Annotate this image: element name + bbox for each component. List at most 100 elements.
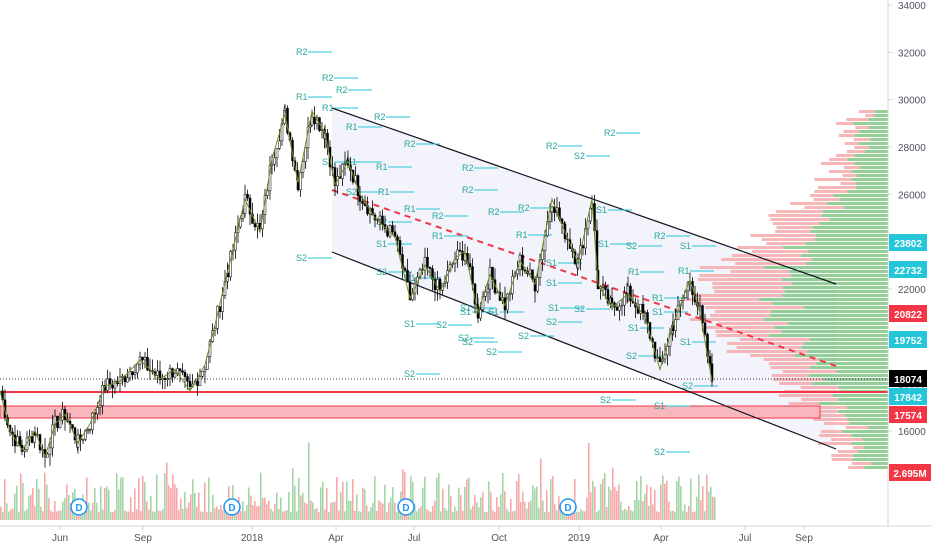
candle-body — [48, 447, 52, 455]
dividend-circle[interactable] — [397, 498, 415, 516]
volume-bar — [622, 510, 624, 520]
volume-profile-buy — [794, 354, 888, 357]
volume-bar — [360, 511, 362, 520]
volume-bar — [178, 510, 180, 520]
volume-profile-buy — [847, 418, 888, 421]
candle-body — [203, 369, 207, 372]
candle-body — [701, 305, 704, 324]
volume-profile-sell — [819, 434, 852, 437]
volume-profile-sell — [761, 238, 815, 241]
pivot-label: S2 — [458, 333, 469, 343]
volume-bar — [370, 507, 372, 520]
x-tick-label: Jul — [408, 533, 421, 544]
volume-bar — [194, 493, 196, 520]
volume-profile-buy — [833, 194, 888, 197]
volume-profile-buy — [854, 154, 888, 157]
volume-bar — [310, 500, 312, 520]
volume-profile-sell — [829, 158, 848, 161]
candle-body — [343, 162, 347, 165]
candle-body — [171, 368, 174, 378]
volume-profile-sell — [694, 294, 783, 297]
volume-bar — [16, 485, 18, 520]
candle-body — [528, 269, 532, 275]
candle-body — [273, 157, 276, 165]
volume-bar — [266, 504, 268, 520]
volume-profile-sell — [739, 338, 810, 341]
volume-profile-buy — [868, 126, 888, 129]
volume-bar — [348, 500, 350, 520]
pivot-label: R1 — [376, 162, 388, 172]
volume-profile-buy — [864, 466, 888, 469]
volume-bar — [352, 479, 354, 520]
volume-profile-buy — [829, 218, 888, 221]
dividend-circle[interactable] — [70, 498, 88, 516]
volume-bar — [270, 508, 272, 520]
volume-profile-buy — [846, 406, 888, 409]
volume-bar — [444, 508, 446, 520]
volume-profile-buy — [858, 142, 888, 145]
y-tick-label: 32000 — [898, 48, 926, 59]
volume-bar — [244, 511, 246, 520]
volume-bar — [162, 508, 164, 520]
volume-profile-buy — [837, 398, 888, 401]
x-tick-label: 2018 — [241, 533, 264, 544]
dividend-marker[interactable]: D — [397, 498, 415, 516]
volume-bar — [130, 497, 132, 520]
candle-body — [98, 405, 102, 408]
volume-bar — [384, 484, 386, 520]
volume-bar — [710, 486, 712, 520]
volume-bar — [658, 511, 660, 520]
pivot-label: R1 — [378, 187, 390, 197]
volume-bar — [434, 500, 436, 520]
volume-bar — [440, 511, 442, 520]
pivot-label: R2 — [462, 163, 474, 173]
candle-body — [178, 368, 182, 371]
y-tick-label: 22000 — [898, 285, 926, 296]
candle-body — [643, 312, 647, 314]
volume-bar — [388, 502, 390, 520]
volume-bar — [54, 501, 56, 520]
volume-bar — [378, 500, 380, 520]
dividend-marker[interactable]: D — [70, 498, 88, 516]
candle-body — [698, 305, 702, 307]
volume-bar — [706, 474, 708, 520]
volume-bar — [390, 497, 392, 520]
volume-bar — [240, 511, 242, 520]
pivot-label: S1 — [460, 303, 471, 313]
candle-body — [586, 220, 590, 229]
volume-bar — [540, 458, 542, 520]
pivot-label: S2 — [296, 253, 307, 263]
volume-bar — [324, 509, 326, 520]
volume-profile-sell — [838, 134, 855, 137]
volume-bar — [684, 504, 686, 520]
pivot-label: S1 — [546, 278, 557, 288]
volume-bar — [674, 511, 676, 520]
candle-body — [163, 378, 167, 380]
volume-profile-sell — [766, 242, 806, 245]
volume-bar — [578, 511, 580, 520]
dividend-circle[interactable] — [559, 498, 577, 516]
price-badge — [889, 234, 927, 251]
volume-bar — [262, 498, 264, 520]
volume-profile-buy — [844, 414, 888, 417]
volume-bar — [48, 498, 50, 520]
volume-bar — [308, 442, 310, 520]
candle-body — [456, 249, 459, 260]
volume-bar — [676, 480, 678, 520]
volume-bar — [496, 497, 498, 520]
pivot-label: S2 — [462, 337, 473, 347]
volume-bar — [290, 511, 292, 520]
dividend-marker[interactable]: D — [559, 498, 577, 516]
candle-body — [604, 286, 607, 290]
volume-profile-sell — [820, 430, 842, 433]
price-badge — [889, 331, 927, 348]
dividend-circle[interactable] — [223, 498, 241, 516]
dividend-marker[interactable]: D — [223, 498, 241, 516]
volume-bar — [56, 511, 58, 520]
volume-profile-sell — [775, 230, 811, 233]
pivot-label: R1 — [432, 231, 444, 241]
volume-bar — [468, 477, 470, 520]
